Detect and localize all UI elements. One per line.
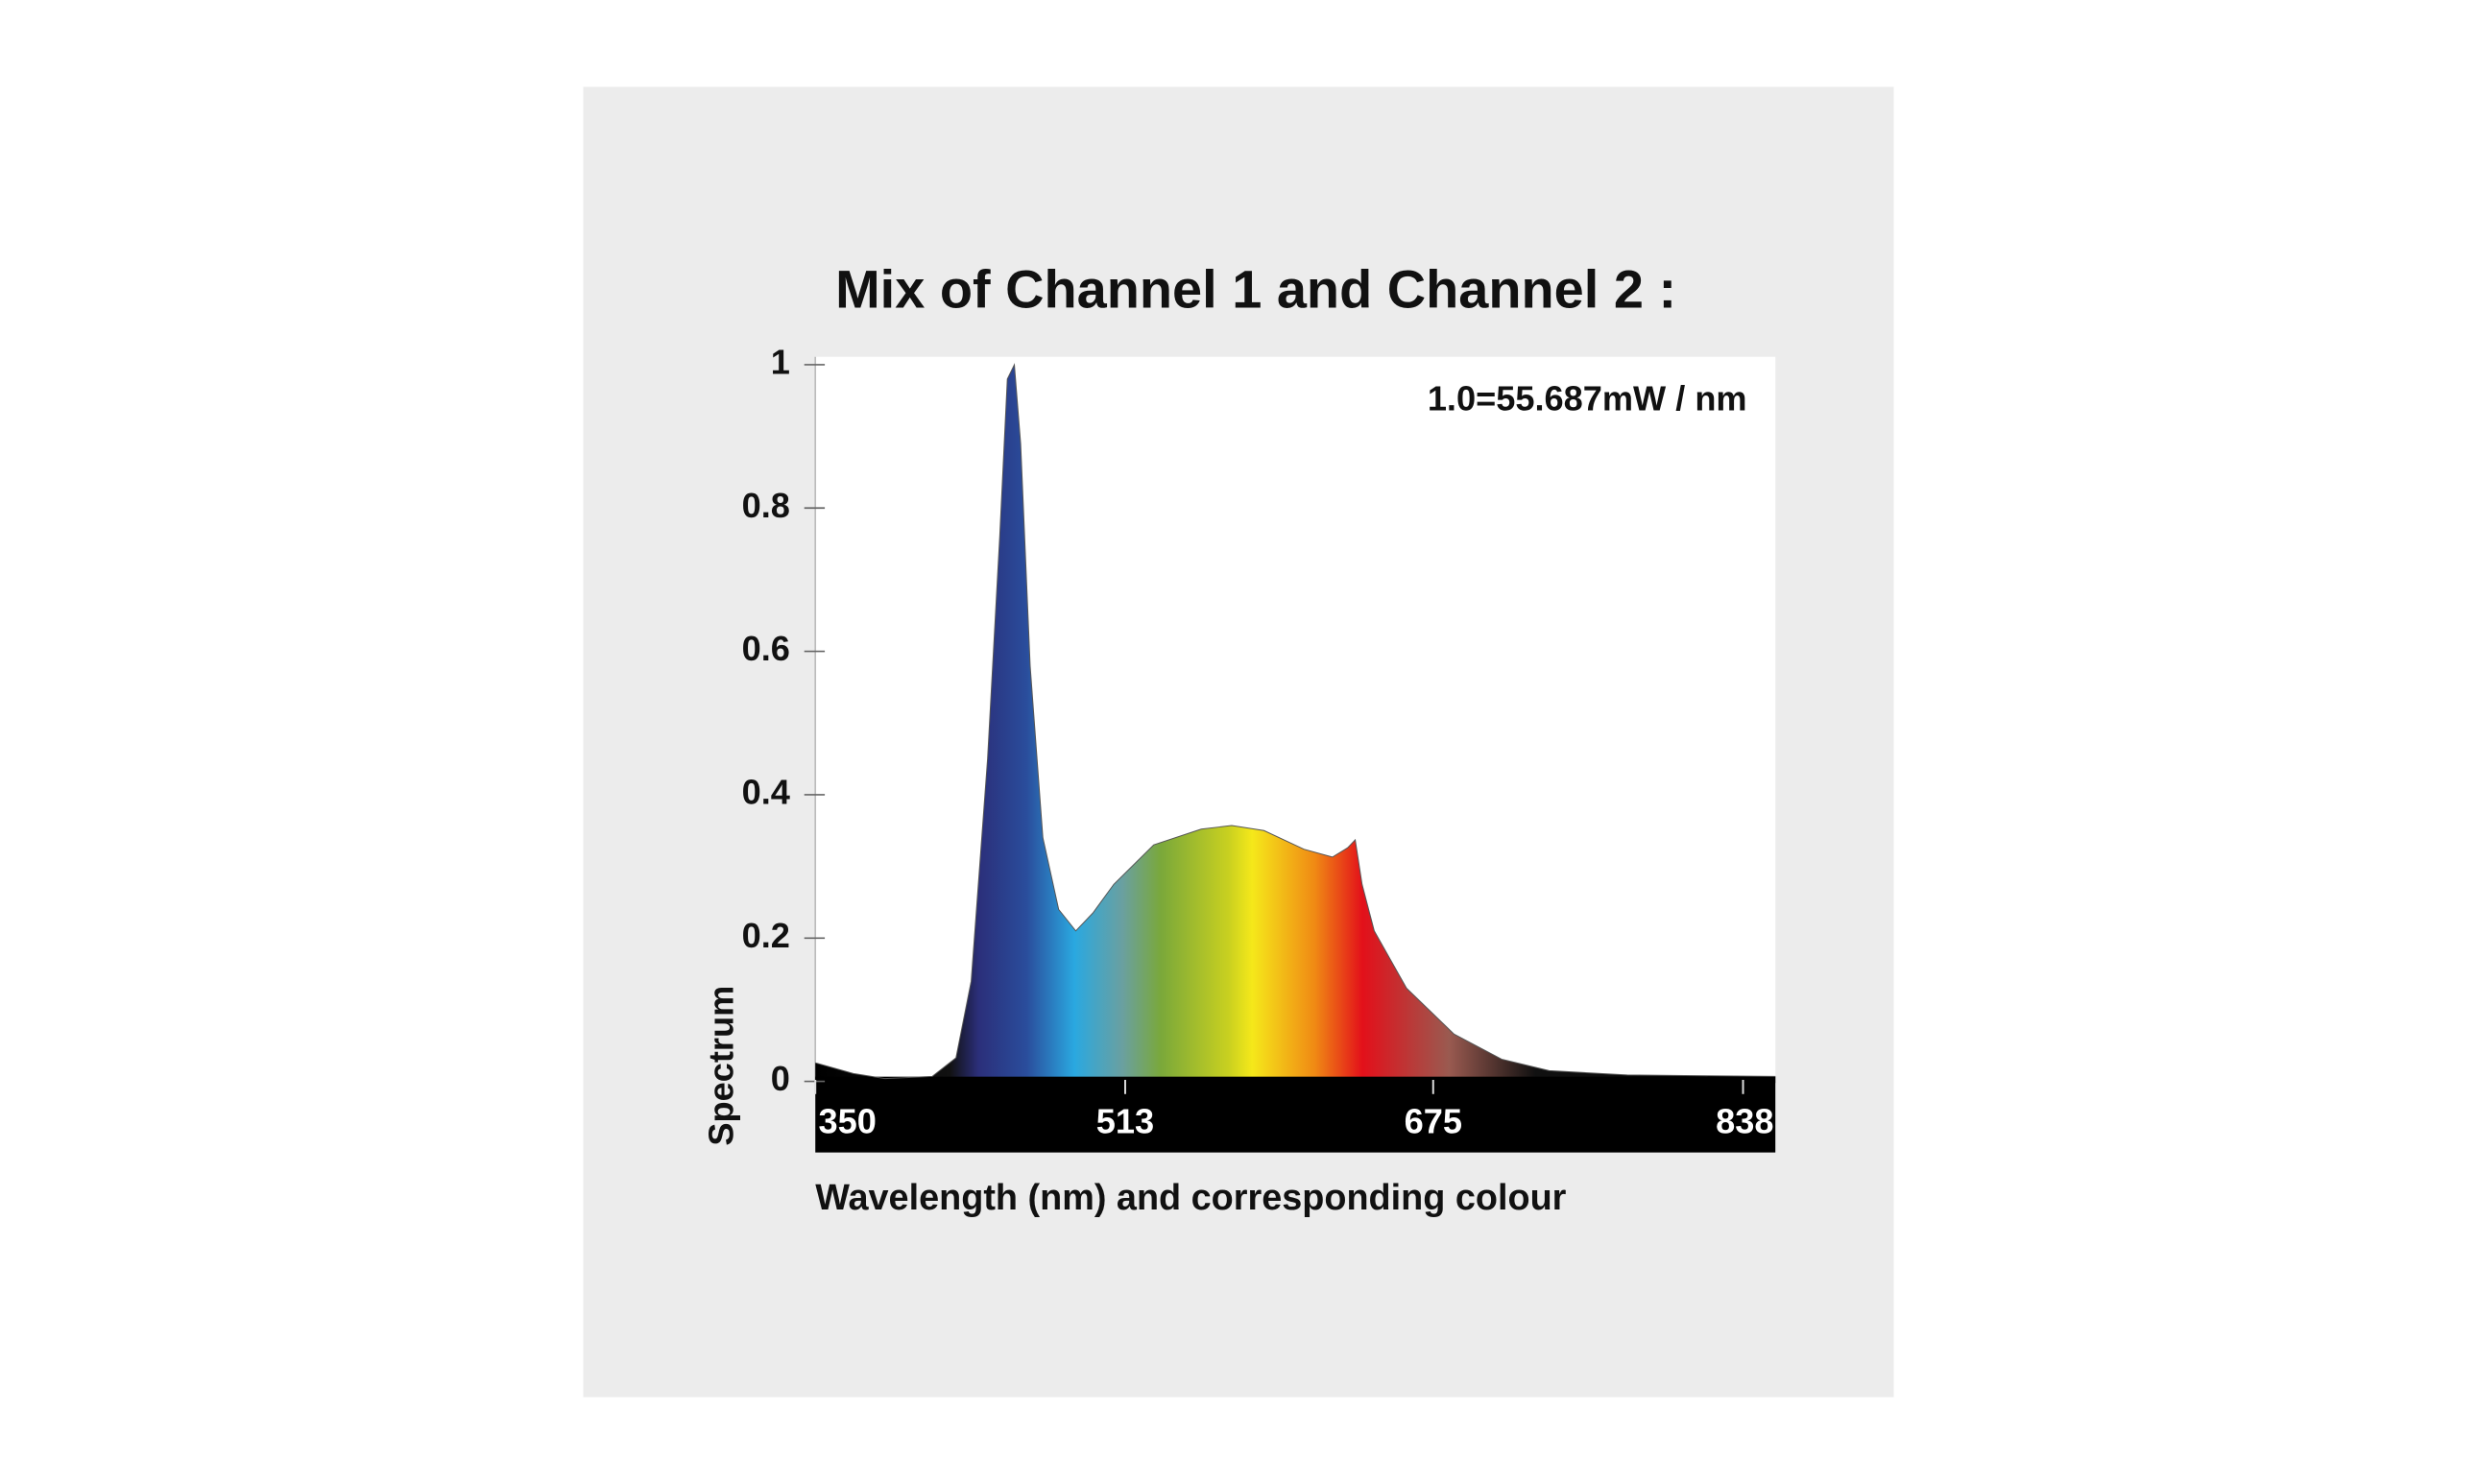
y-tick-label: 1: [771, 342, 790, 381]
x-tick-label: 513: [1096, 1102, 1154, 1141]
y-tick-label: 0.4: [742, 772, 790, 811]
y-tick-label: 0.6: [742, 629, 790, 668]
spectrum-area: [815, 364, 1776, 1084]
y-tick-label: 0: [771, 1059, 790, 1098]
x-tick-label: 350: [819, 1102, 877, 1141]
x-axis-label: Wavelength (nm) and corresponding colour: [815, 1178, 1566, 1218]
annotation: 1.0=55.687mW / nm: [1428, 378, 1747, 418]
spectrum-line: [815, 363, 1776, 1080]
chart-title: Mix of Channel 1 and Channel 2 :: [835, 259, 1676, 320]
x-tick-label: 675: [1405, 1102, 1462, 1141]
x-band: [815, 1076, 1776, 1153]
y-tick-label: 0.8: [742, 486, 790, 525]
x-tick-label: 838: [1716, 1102, 1773, 1141]
y-axis-label: Spectrum: [701, 986, 740, 1146]
y-tick-label: 0.2: [742, 916, 790, 955]
